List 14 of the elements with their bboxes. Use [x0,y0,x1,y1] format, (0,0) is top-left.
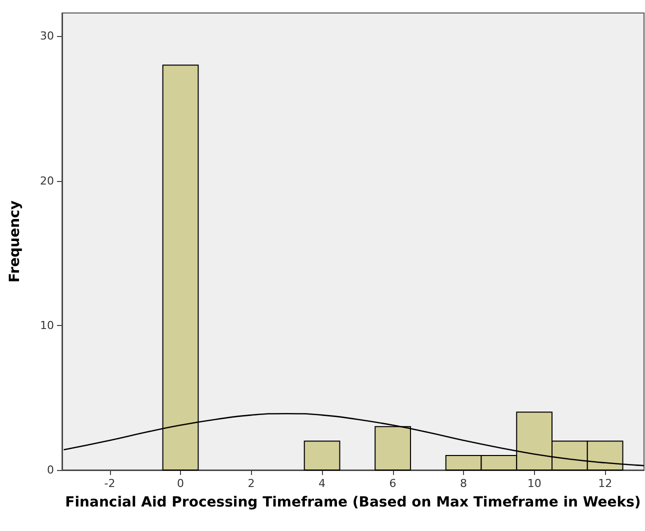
x-tick-label: 8 [460,477,468,490]
y-axis-title: Frequency [7,200,23,282]
x-tick-label: -2 [104,477,116,490]
x-tick-label: 12 [598,477,612,490]
x-tick-label: 0 [177,477,184,490]
y-tick-label: 10 [40,318,54,332]
x-tick-label: 10 [527,477,542,490]
y-tick-label: 0 [47,464,54,476]
x-tick-label: 4 [318,477,326,490]
x-tick-label: 2 [248,477,255,490]
y-tick-label: 30 [40,30,54,43]
x-axis-title: Financial Aid Processing Timeframe (Based on Max Timeframe in Weeks) [65,494,641,510]
x-tick-label: 6 [389,477,396,490]
y-tick-label: 20 [40,174,54,188]
